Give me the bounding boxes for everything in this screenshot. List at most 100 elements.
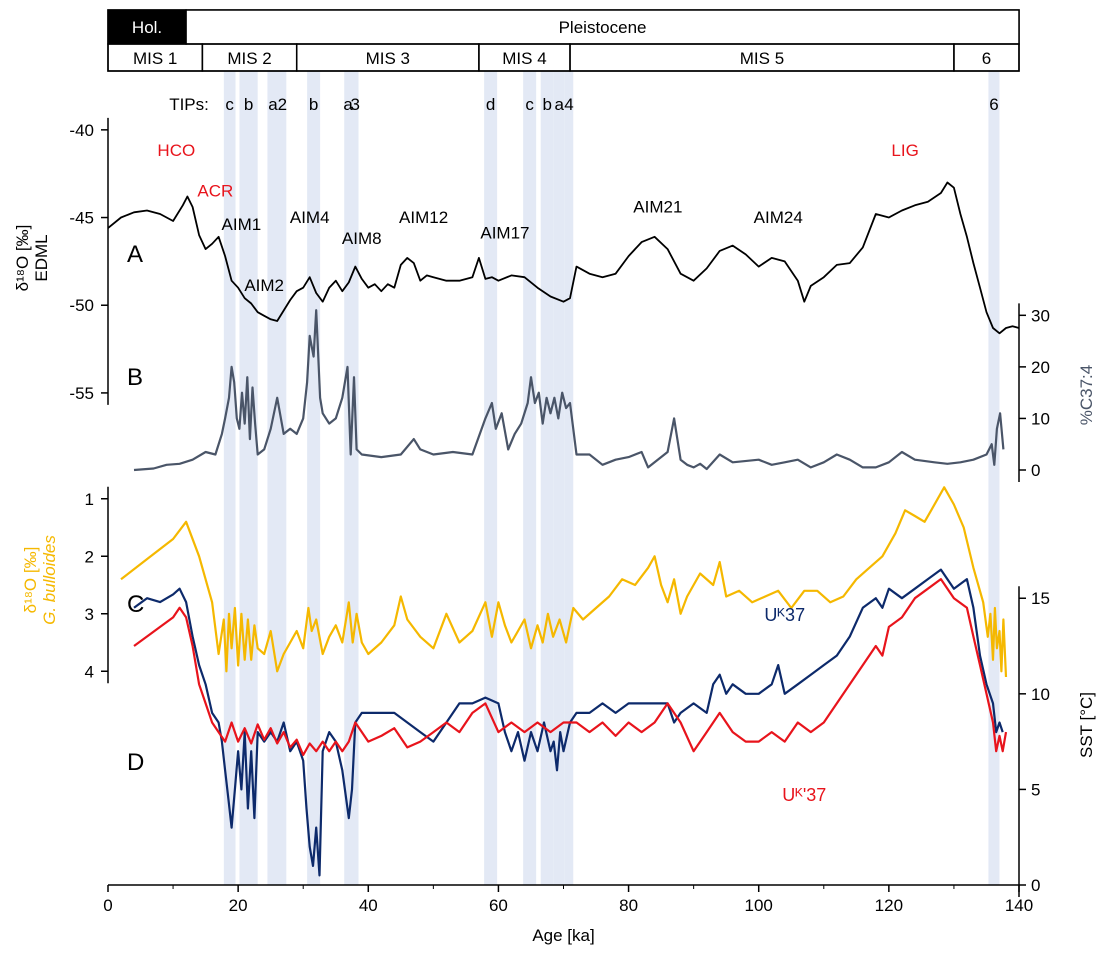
series-name-d-0: Uᴷ37	[764, 605, 805, 625]
series-a	[107, 181, 1020, 335]
tip-label: d	[486, 95, 495, 114]
tip-label: a	[555, 95, 565, 114]
tip-band-1	[239, 71, 258, 885]
epoch-box-1	[185, 9, 1020, 45]
y-tick-label: 1	[85, 490, 94, 509]
tip-label: b	[309, 95, 318, 114]
panel-letter-b: B	[127, 364, 143, 391]
annotation: AIM8	[342, 229, 382, 248]
series-b	[133, 309, 1005, 472]
annotation: AIM17	[480, 224, 529, 243]
mis-label: 6	[982, 49, 991, 68]
annotation: AIM24	[754, 208, 803, 227]
series-c	[120, 486, 1008, 678]
tip-label: c	[225, 95, 234, 114]
x-tick-label: 140	[1005, 896, 1033, 915]
tip-label: a	[268, 95, 278, 114]
y-tick-label: 15	[1031, 589, 1050, 608]
annotation: HCO	[157, 141, 195, 160]
tip-bands	[223, 71, 1000, 885]
x-tick-label: 100	[745, 896, 773, 915]
tip-band-8	[523, 71, 537, 885]
tips-prefix: TIPs:	[169, 95, 209, 114]
y-tick-label: 10	[1031, 685, 1050, 704]
y-title-line: δ¹⁸O [‰]	[21, 547, 40, 614]
chart-header: Hol. Pleistocene MIS 1 MIS 2 MIS 3 MIS 4 MIS 5…	[107, 9, 1020, 72]
y-title-b: %C37:4	[1077, 365, 1096, 425]
panel-letter-d: D	[127, 749, 144, 776]
tip-band-6	[352, 71, 359, 885]
x-axis-title: Age [ka]	[532, 926, 594, 945]
epoch-label: Pleistocene	[559, 18, 647, 37]
annotation: ACR	[197, 181, 233, 200]
mis-label: MIS 5	[740, 49, 784, 68]
tip-label: 4	[564, 95, 573, 114]
y-tick-label: -45	[69, 209, 94, 228]
y-title-c: δ¹⁸O [‰]G. bulloides	[21, 535, 59, 625]
tip-label: 6	[989, 95, 998, 114]
tip-band-7	[484, 71, 498, 885]
annotation: LIG	[891, 141, 918, 160]
series-d-0	[133, 568, 1004, 877]
mis-label: MIS 4	[502, 49, 546, 68]
tip-label: c	[525, 95, 534, 114]
y-title-line: G. bulloides	[40, 535, 59, 625]
tip-label: b	[542, 95, 551, 114]
tip-band-9	[540, 71, 554, 885]
tip-band-0	[223, 71, 236, 885]
y-title-line: %C37:4	[1077, 365, 1096, 425]
tip-band-5	[344, 71, 353, 885]
x-tick-label: 40	[359, 896, 378, 915]
y-title-line: SST [°C]	[1077, 692, 1096, 758]
x-tick-label: 80	[619, 896, 638, 915]
tip-label: b	[244, 95, 253, 114]
y-title-d: SST [°C]	[1077, 692, 1096, 758]
y-tick-label: -40	[69, 121, 94, 140]
x-tick-label: 60	[489, 896, 508, 915]
x-tick-label: 20	[229, 896, 248, 915]
y-tick-label: 20	[1031, 358, 1050, 377]
annotation: AIM4	[290, 208, 330, 227]
annotation: AIM21	[633, 197, 682, 216]
tip-band-2	[267, 71, 279, 885]
panel-labels: A B C D	[127, 241, 144, 776]
tip-band-4	[307, 71, 321, 885]
annotations: Uᴷ37 Uᴷ'37 HCO ACR AIM1 AIM2 AIM4 AIM8 AIM12 AIM1…	[157, 141, 918, 805]
tip-label: 2	[278, 95, 287, 114]
annotation: AIM12	[399, 208, 448, 227]
y-tick-label: -50	[69, 296, 94, 315]
annotation: AIM2	[244, 276, 284, 295]
y-title-a: δ¹⁸O [‰]EDML	[13, 225, 51, 292]
mis-label: MIS 3	[366, 49, 410, 68]
panel-letter-c: C	[127, 591, 144, 618]
series-name-d-1: Uᴷ'37	[782, 785, 826, 805]
tip-band-3	[278, 71, 287, 885]
y-title-line: EDML	[32, 234, 51, 281]
tip-band-12	[988, 71, 1000, 885]
y-tick-label: 5	[1031, 780, 1040, 799]
y-tick-label: 30	[1031, 306, 1050, 325]
panel-letter-a: A	[127, 241, 143, 268]
mis-label: MIS 1	[133, 49, 177, 68]
y-tick-label: 0	[1031, 876, 1040, 895]
mis-box-5	[953, 43, 1020, 72]
y-tick-label: 3	[85, 605, 94, 624]
tip-label: 3	[351, 95, 360, 114]
annotation: AIM1	[222, 215, 262, 234]
mis-label: MIS 2	[227, 49, 271, 68]
y-tick-label: 10	[1031, 409, 1050, 428]
tip-band-10	[553, 71, 565, 885]
y-tick-label: 0	[1031, 461, 1040, 480]
epoch-label: Hol.	[132, 18, 162, 37]
x-tick-label: 0	[103, 896, 112, 915]
tip-band-11	[564, 71, 574, 885]
series-d-1	[133, 577, 1008, 757]
x-tick-label: 120	[875, 896, 903, 915]
y-tick-label: -55	[69, 384, 94, 403]
y-title-line: δ¹⁸O [‰]	[13, 225, 32, 292]
tip-label: a	[343, 95, 353, 114]
y-tick-label: 2	[85, 547, 94, 566]
data-series	[107, 181, 1020, 877]
